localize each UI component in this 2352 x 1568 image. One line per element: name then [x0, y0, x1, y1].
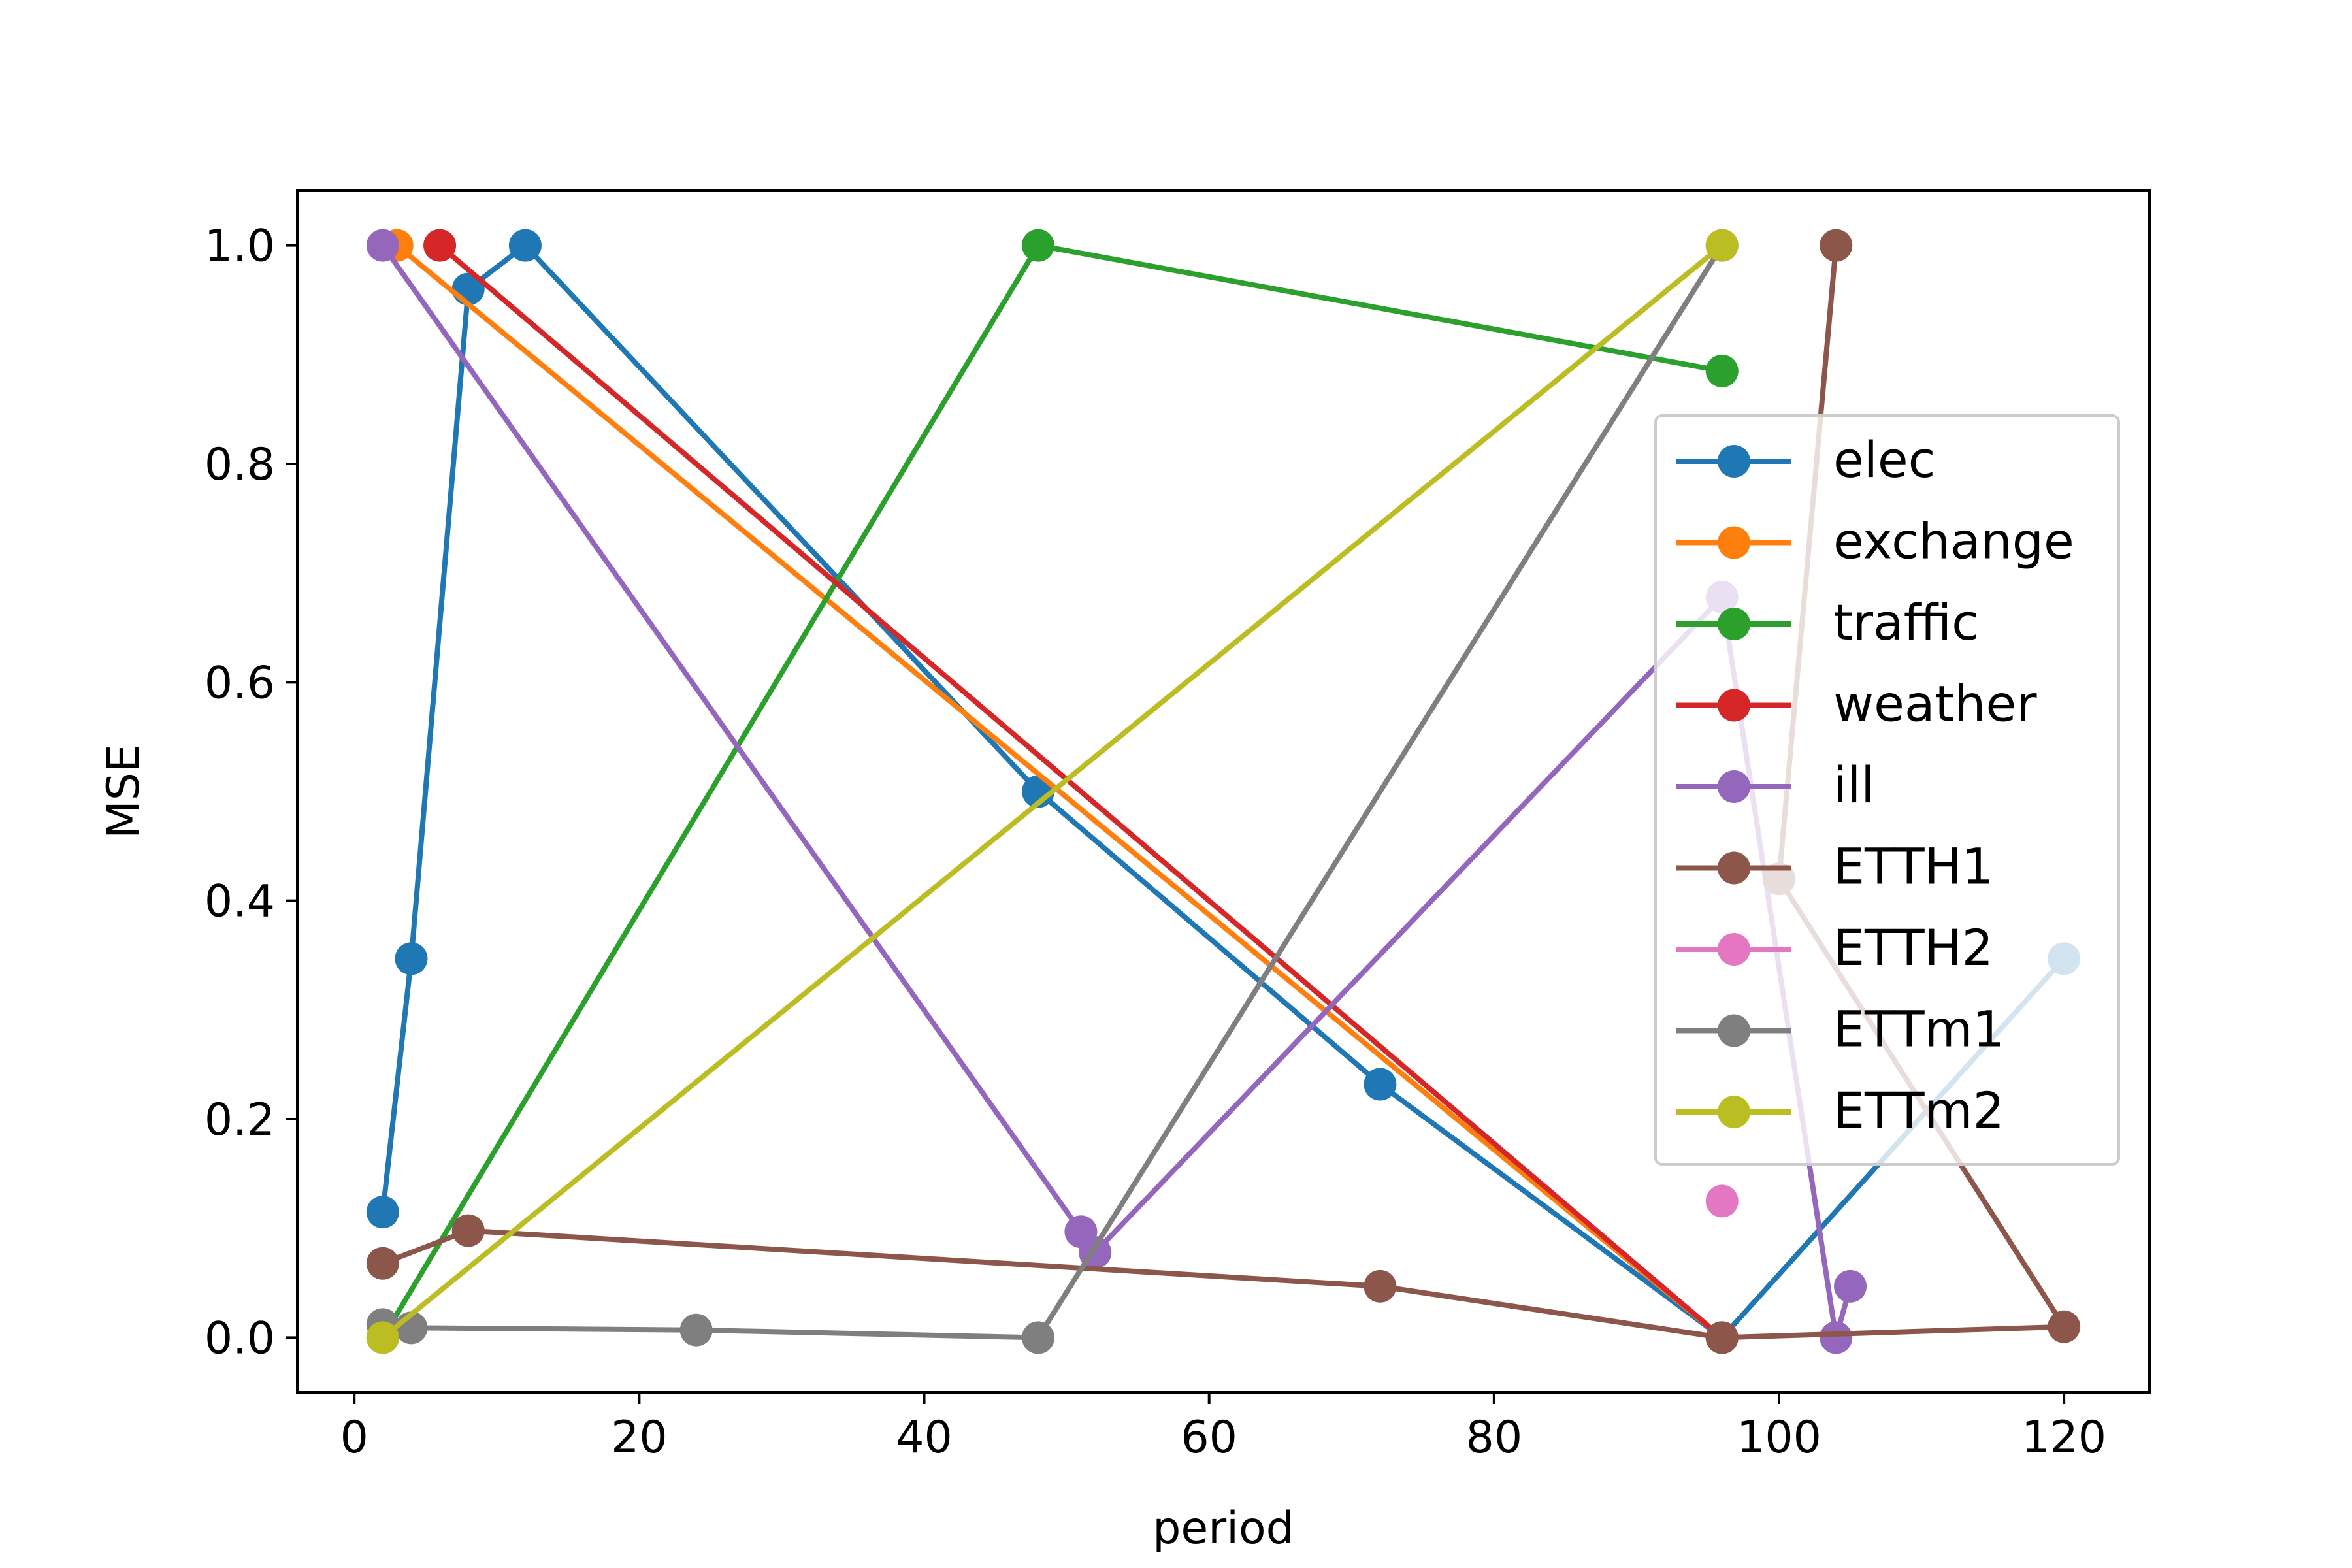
- y-tick-label: 0.0: [204, 1313, 275, 1364]
- data-point: [1705, 354, 1739, 387]
- series-line: [436, 241, 1726, 1342]
- x-tick-label: 60: [1181, 1412, 1237, 1463]
- series-elec: [366, 229, 2081, 1354]
- legend-item-ettm1: ETTm1: [1676, 1000, 2004, 1058]
- data-point: [508, 229, 542, 262]
- legend-item-exchange: exchange: [1676, 512, 2074, 570]
- data-point: [423, 229, 457, 262]
- y-tick-label: 0.2: [204, 1094, 275, 1146]
- legend-item-weather: weather: [1676, 675, 2037, 733]
- data-point: [1022, 229, 1054, 262]
- data-point: [1705, 1321, 1739, 1354]
- legend-marker: [1718, 933, 1750, 966]
- legend-label: ETTH2: [1833, 919, 1993, 977]
- series-line: [393, 241, 1726, 1342]
- legend-item-elec: elec: [1676, 431, 1935, 489]
- legend-label: elec: [1833, 431, 1935, 489]
- x-axis-label: period: [1152, 1503, 1294, 1554]
- legend-label: weather: [1833, 675, 2037, 733]
- x-tick-label: 40: [896, 1412, 953, 1463]
- legend-label: ETTm2: [1833, 1081, 2004, 1139]
- legend-label: ETTm1: [1833, 1000, 2004, 1058]
- legend-box: [1654, 414, 2120, 1166]
- data-point: [1022, 1321, 1054, 1354]
- x-tick-label: 120: [2021, 1412, 2106, 1463]
- y-tick-label: 0.6: [204, 657, 275, 709]
- x-tick-label: 80: [1466, 1412, 1523, 1463]
- legend-marker: [1718, 1014, 1750, 1047]
- data-point: [366, 1247, 399, 1280]
- x-tick-label: 0: [340, 1412, 368, 1463]
- legend-marker: [1718, 770, 1750, 803]
- legend-item-ettm2: ETTm2: [1676, 1081, 2004, 1139]
- data-point: [1705, 229, 1739, 262]
- data-point: [1820, 229, 1853, 262]
- series-line: [380, 242, 2068, 1341]
- legend-item-traffic: traffic: [1676, 593, 1979, 651]
- legend-marker: [1718, 526, 1750, 559]
- axes-layer: 0 20 40 60 80 100 120 0.0 0.2 0.4 0.6 0.8 1.0: [204, 221, 2106, 1463]
- y-tick-label: 0.4: [204, 876, 275, 928]
- legend-marker: [1718, 689, 1750, 722]
- x-tick-label: 100: [1737, 1412, 1821, 1463]
- legend-label: ill: [1833, 756, 1874, 814]
- y-axis-label: MSE: [98, 744, 150, 839]
- legend-item-etth2: ETTH2: [1676, 919, 1993, 977]
- legend: elec exchange traffic weather ill ETTH1 ETTH2 E…: [1654, 414, 2120, 1166]
- legend-label: traffic: [1833, 593, 1979, 651]
- legend-label: ETTH1: [1833, 838, 1993, 896]
- plot-frame: [296, 189, 2151, 1394]
- data-point: [1364, 1269, 1397, 1303]
- series-line: [379, 241, 1726, 1342]
- data-point: [679, 1313, 713, 1347]
- y-tick-label: 0.8: [204, 439, 275, 491]
- x-tick-label: 20: [611, 1412, 668, 1463]
- series-etth2: [1705, 1184, 1739, 1218]
- legend-item-ill: ill: [1676, 756, 1874, 814]
- data-point: [366, 1196, 399, 1229]
- data-point: [366, 229, 399, 262]
- series-ettm2: [366, 229, 1739, 1354]
- data-point: [2048, 1310, 2081, 1343]
- legend-marker: [1718, 608, 1750, 640]
- legend-marker: [1718, 1096, 1750, 1128]
- y-tick-label: 1.0: [204, 221, 275, 272]
- data-point: [1834, 1269, 1867, 1303]
- data-point: [1364, 1068, 1397, 1101]
- data-point: [366, 1321, 399, 1354]
- data-point: [451, 1214, 485, 1247]
- data-point: [395, 942, 428, 975]
- legend-marker: [1718, 445, 1750, 478]
- legend-marker: [1718, 851, 1750, 885]
- legend-label: exchange: [1833, 512, 2074, 570]
- data-point: [1705, 1184, 1739, 1218]
- legend-item-etth1: ETTH1: [1676, 838, 1993, 896]
- data-point: [1820, 1321, 1853, 1354]
